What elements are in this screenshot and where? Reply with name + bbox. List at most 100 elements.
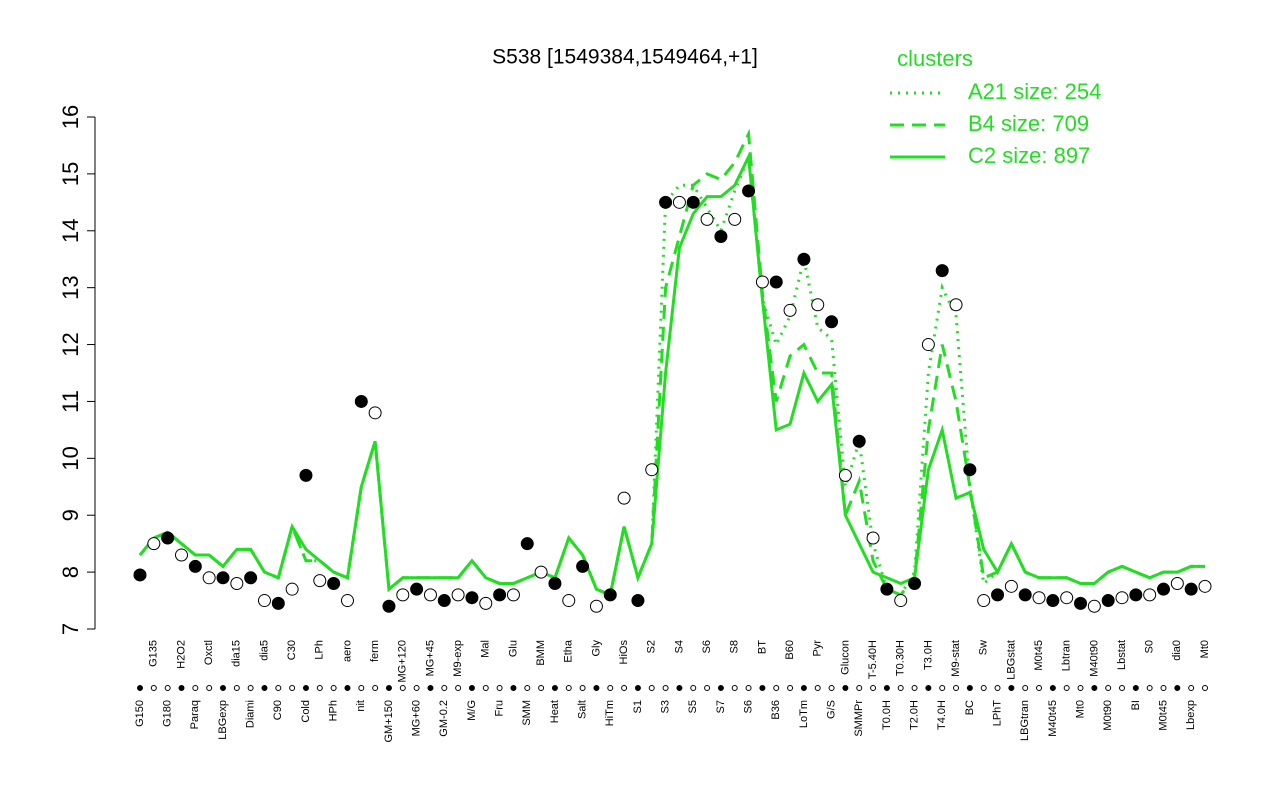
point — [659, 195, 673, 209]
point — [783, 303, 797, 317]
axis-dot — [150, 685, 157, 691]
axis-dot — [1146, 685, 1153, 691]
point — [797, 252, 811, 266]
x-tick-label: C30 — [286, 640, 298, 660]
point — [1115, 591, 1129, 605]
axis-dot — [704, 685, 711, 691]
point — [562, 594, 576, 608]
x-tick-label: M9-stat — [950, 640, 962, 677]
x-tick-label: Lbstat — [1116, 640, 1128, 670]
point — [1060, 591, 1074, 605]
axis-dot — [468, 685, 475, 691]
axis-dot — [427, 685, 434, 691]
point — [147, 537, 161, 551]
point — [423, 588, 437, 602]
point — [645, 463, 659, 477]
x-tick-label: S4 — [673, 640, 685, 653]
x-tick-label: ferm — [369, 640, 381, 662]
x-tick-label: Fru — [494, 700, 506, 717]
x-tick-label: Mt0 — [1199, 640, 1211, 658]
point — [437, 594, 451, 608]
axis-dot — [1008, 685, 1015, 691]
x-tick-label: Etha — [563, 639, 575, 663]
x-tick-label: BT — [756, 640, 768, 654]
x-tick-label: dia5 — [258, 640, 270, 661]
point — [908, 576, 922, 590]
point — [548, 576, 562, 590]
axis-dot — [980, 685, 987, 691]
axis-dot — [178, 685, 185, 691]
x-tick-label: S8 — [729, 640, 741, 653]
x-tick-label: Lbtran — [1061, 640, 1073, 671]
axis-dot — [842, 685, 849, 691]
y-tick-label: 13 — [58, 275, 83, 299]
point — [174, 548, 188, 562]
point — [257, 594, 271, 608]
point — [1004, 579, 1018, 593]
y-tick-label: 16 — [58, 105, 83, 129]
point — [202, 571, 216, 585]
axis-dot — [385, 685, 392, 691]
axis-dot — [275, 685, 282, 691]
axis-dot — [634, 685, 641, 691]
point — [396, 588, 410, 602]
x-tick-label: M40t90 — [1088, 640, 1100, 677]
axis-dot — [510, 685, 517, 691]
axis-dot — [1091, 685, 1098, 691]
axis-dot — [814, 685, 821, 691]
point — [1129, 588, 1143, 602]
point — [479, 596, 493, 610]
axis-dot — [621, 685, 628, 691]
point — [133, 568, 147, 582]
point — [1046, 594, 1060, 608]
x-tick-label: GM-0.2 — [438, 700, 450, 737]
axis-dot — [579, 685, 586, 691]
axis-dot — [690, 685, 697, 691]
axis-dot — [897, 685, 904, 691]
x-tick-label: HiTm — [604, 700, 616, 726]
point — [271, 596, 285, 610]
x-tick-label: LBGstat — [1005, 640, 1017, 680]
axis-dot — [1202, 685, 1208, 691]
axis-dot — [316, 685, 323, 691]
point — [188, 559, 202, 573]
x-tick-label: B60 — [784, 640, 796, 660]
x-tick-label: M0t90 — [1102, 700, 1114, 731]
point — [894, 594, 908, 608]
x-tick-label: M0t45 — [1033, 640, 1045, 671]
axis-dot — [413, 685, 420, 691]
axis-dot — [358, 685, 365, 691]
axis-dot — [1077, 685, 1084, 691]
axis-dot — [330, 685, 337, 691]
x-tick-label: aero — [341, 640, 353, 662]
x-tick-label: S6 — [701, 640, 713, 653]
axis-dot — [1132, 685, 1139, 691]
point — [589, 599, 603, 613]
x-tick-label: S1 — [632, 700, 644, 713]
point — [672, 195, 686, 209]
x-tick-label: HiOs — [618, 640, 630, 665]
axis-dot — [1174, 685, 1181, 691]
point — [340, 594, 354, 608]
axis-dot — [206, 685, 213, 691]
x-tick-label: Salt — [577, 700, 589, 719]
point — [285, 582, 299, 596]
series-line — [138, 156, 1205, 597]
axis-dot — [939, 685, 946, 691]
x-tick-label: Mt0 — [1074, 700, 1086, 718]
point — [921, 338, 935, 352]
x-tick-label: B36 — [770, 700, 782, 720]
point — [368, 406, 382, 420]
x-tick-label: M/G — [466, 700, 478, 721]
x-tick-label: S5 — [687, 700, 699, 713]
legend-title: clusters — [897, 46, 973, 71]
point — [1074, 596, 1088, 610]
x-tick-label: Glucon — [839, 640, 851, 675]
point — [354, 394, 368, 408]
point — [838, 468, 852, 482]
axis-dot — [759, 685, 766, 691]
y-tick-label: 7 — [58, 623, 83, 635]
axis-dot — [1036, 685, 1043, 691]
point — [866, 531, 880, 545]
point — [576, 559, 590, 573]
